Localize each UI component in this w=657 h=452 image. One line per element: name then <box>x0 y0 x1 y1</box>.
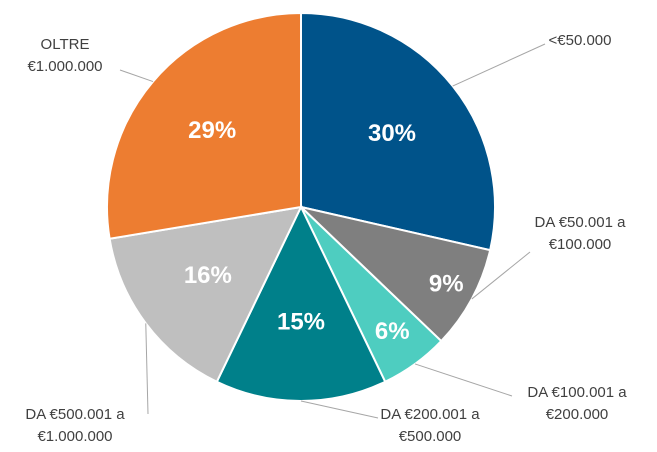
pie-slice <box>108 205 303 384</box>
leader-line <box>414 363 513 397</box>
value-label: 9% <box>429 270 464 297</box>
pie-slice <box>300 11 496 252</box>
pie-slice <box>297 205 492 343</box>
leader-line <box>300 400 379 419</box>
category-label: DA €100.001 a €200.000 <box>527 384 627 423</box>
leader-line <box>452 43 546 87</box>
value-label: 30% <box>368 120 416 147</box>
leader-line <box>119 69 154 83</box>
value-label: 29% <box>188 117 236 144</box>
pie-slice <box>215 204 387 402</box>
leader-line <box>145 323 149 415</box>
value-label: 16% <box>184 262 232 289</box>
category-label: DA €200.001 a €500.000 <box>380 406 480 445</box>
pie-slice <box>106 11 302 240</box>
category-label: DA €500.001 a €1.000.000 <box>25 406 125 445</box>
category-label: OLTRE €1.000.000 <box>27 36 103 75</box>
category-label: <€50.000 <box>548 32 612 49</box>
category-label: DA €50.001 a €100.000 <box>534 214 626 253</box>
leader-line <box>471 251 531 300</box>
value-label: 15% <box>277 309 325 336</box>
value-label: 6% <box>375 318 410 345</box>
